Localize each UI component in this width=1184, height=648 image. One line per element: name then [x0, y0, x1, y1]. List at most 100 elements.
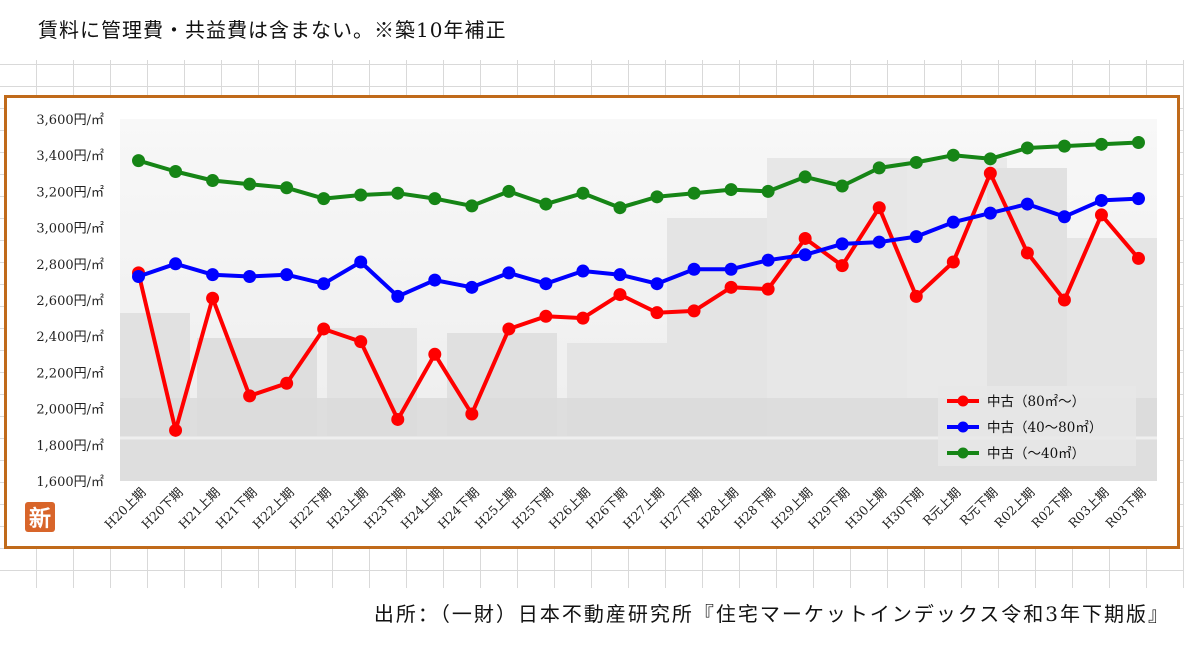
data-point — [1057, 139, 1071, 153]
data-point — [280, 268, 294, 282]
y-tick-label: 3,000円/㎡ — [36, 222, 104, 237]
y-tick-label: 1,600円/㎡ — [36, 475, 104, 490]
data-point — [761, 282, 775, 296]
data-point — [354, 188, 368, 202]
data-point — [909, 230, 923, 244]
x-tick-label: R元上期 — [920, 485, 964, 529]
data-point — [169, 164, 183, 178]
series-0 — [132, 166, 1145, 437]
x-tick-label: H30下期 — [879, 485, 926, 532]
data-point — [946, 215, 960, 229]
y-tick-label: 1,800円/㎡ — [36, 439, 104, 454]
footer-band — [0, 588, 1184, 648]
rent-note: 賃料に管理費・共益費は含まない。※築10年補正 — [38, 18, 507, 42]
y-tick-label: 2,400円/㎡ — [36, 330, 104, 345]
data-point — [798, 170, 812, 184]
legend-label: 中古（80㎡～） — [987, 394, 1085, 410]
company-logo: 新 — [25, 502, 55, 532]
series-2 — [132, 136, 1145, 215]
data-point — [983, 152, 997, 166]
x-tick-label: R02下期 — [1028, 485, 1074, 531]
series-1 — [132, 192, 1145, 303]
data-point — [872, 235, 886, 249]
y-tick-label: 2,000円/㎡ — [36, 403, 104, 418]
legend-label: 中古（40～80㎡） — [987, 420, 1102, 436]
y-tick-label: 2,600円/㎡ — [36, 294, 104, 309]
data-point — [650, 306, 664, 320]
data-point — [428, 347, 442, 361]
data-point — [539, 197, 553, 211]
data-point — [1020, 197, 1034, 211]
data-point — [687, 186, 701, 200]
data-point — [1020, 141, 1034, 155]
data-point — [1094, 193, 1108, 207]
data-point — [798, 248, 812, 262]
data-point — [465, 280, 479, 294]
data-point — [724, 183, 738, 197]
y-tick-label: 2,800円/㎡ — [36, 258, 104, 273]
data-point — [613, 288, 627, 302]
y-axis: 3,600円/㎡ 3,400円/㎡ 3,200円/㎡ 3,000円/㎡ 2,800円/㎡… — [36, 113, 104, 490]
data-point — [391, 186, 405, 200]
rent-chart: 3,600円/㎡ 3,400円/㎡ 3,200円/㎡ 3,000円/㎡ 2,800円/㎡… — [36, 113, 1157, 532]
data-point — [354, 255, 368, 269]
x-axis: H20上期H20下期H21上期H21下期H22上期H22下期H23上期H23下期… — [101, 485, 1148, 532]
data-point — [835, 259, 849, 273]
data-point — [317, 192, 331, 206]
data-point — [835, 179, 849, 193]
data-point — [1131, 192, 1145, 206]
data-point — [1057, 210, 1071, 224]
data-point — [169, 257, 183, 271]
data-point — [539, 309, 553, 323]
series-line — [137, 140, 1139, 210]
series-line — [137, 196, 1139, 299]
y-tick-label: 2,200円/㎡ — [36, 366, 104, 381]
data-point — [317, 277, 331, 291]
data-point — [946, 255, 960, 269]
legend-swatch-marker — [957, 447, 969, 459]
data-point — [206, 174, 220, 188]
data-point — [428, 192, 442, 206]
source-note: 出所：（一財）日本不動産研究所『住宅マーケットインデックス令和3年下期版』 — [373, 602, 1170, 626]
data-point — [650, 190, 664, 204]
data-point — [724, 262, 738, 276]
data-point — [835, 237, 849, 251]
data-point — [909, 155, 923, 169]
data-point — [724, 280, 738, 294]
x-tick-label: R03下期 — [1102, 485, 1148, 531]
data-point — [687, 304, 701, 318]
data-point — [576, 186, 590, 200]
data-point — [1057, 293, 1071, 307]
data-point — [761, 184, 775, 198]
data-point — [576, 264, 590, 278]
data-point — [1094, 208, 1108, 222]
data-point — [465, 199, 479, 213]
data-point — [502, 322, 516, 336]
data-point — [428, 273, 442, 287]
data-point — [206, 291, 220, 305]
y-tick-label: 3,400円/㎡ — [36, 149, 104, 164]
data-point — [280, 376, 294, 390]
x-tick-label: R02上期 — [991, 485, 1037, 531]
data-point — [280, 181, 294, 195]
data-point — [132, 154, 146, 168]
data-point — [1020, 246, 1034, 260]
data-point — [317, 322, 331, 336]
data-point — [243, 389, 257, 403]
data-point — [650, 277, 664, 291]
data-point — [391, 289, 405, 303]
data-point — [391, 412, 405, 426]
data-point — [539, 277, 553, 291]
legend-swatch-marker — [957, 395, 969, 407]
data-point — [1094, 137, 1108, 151]
data-point — [243, 177, 257, 191]
data-point — [576, 311, 590, 325]
data-point — [354, 335, 368, 349]
data-point — [872, 201, 886, 215]
series-layer — [132, 136, 1145, 437]
legend-swatch-marker — [957, 421, 969, 433]
x-tick-label: R03上期 — [1065, 485, 1111, 531]
header-band — [0, 0, 1184, 60]
data-point — [687, 262, 701, 276]
data-point — [761, 253, 775, 267]
